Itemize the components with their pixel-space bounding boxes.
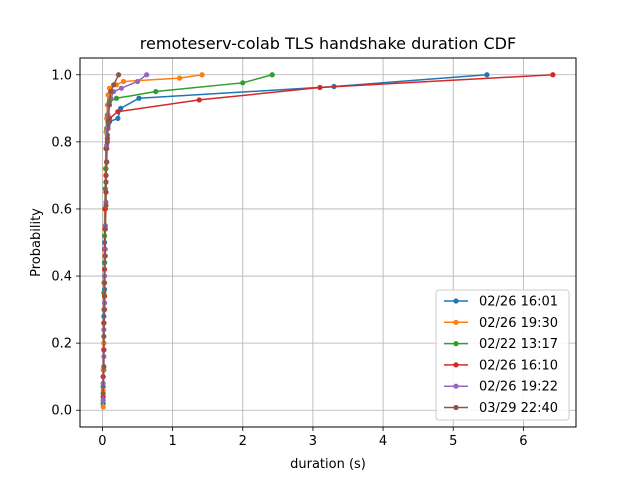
data-point — [103, 203, 109, 209]
data-point — [108, 88, 114, 95]
data-point — [136, 95, 142, 101]
data-point — [115, 72, 122, 78]
legend-marker — [453, 404, 459, 411]
data-point — [103, 179, 109, 185]
x-tick-label: 3 — [309, 434, 317, 449]
data-point — [101, 306, 108, 313]
legend-item: 02/26 16:01 — [444, 295, 558, 310]
x-tick-label: 5 — [449, 434, 457, 449]
data-point — [550, 72, 556, 78]
data-point — [104, 159, 110, 165]
legend-label: 02/26 19:22 — [479, 380, 558, 395]
x-tick-label: 6 — [519, 434, 527, 449]
data-point — [484, 72, 490, 78]
legend-marker — [453, 319, 459, 325]
y-tick-label: 0.0 — [51, 404, 72, 419]
series-5 — [100, 72, 122, 397]
legend-frame — [435, 289, 570, 421]
data-point — [153, 88, 159, 95]
legend-label: 02/26 16:01 — [479, 295, 558, 310]
data-point — [102, 226, 108, 232]
grid-layer — [80, 58, 576, 427]
data-point — [113, 95, 120, 101]
legend-label: 02/26 16:10 — [479, 358, 558, 373]
chart-title: remoteserv-colab TLS handshake duration … — [140, 34, 516, 53]
legend-item: 02/26 19:22 — [444, 380, 558, 395]
y-tick-label: 0.6 — [51, 202, 72, 217]
data-point — [106, 102, 113, 108]
plot-frame — [79, 57, 577, 428]
legend-item: 03/29 22:40 — [444, 401, 558, 416]
legend-marker — [453, 341, 459, 347]
data-point — [105, 119, 111, 125]
data-point — [100, 404, 106, 410]
legend-marker — [453, 362, 459, 368]
y-tick-label: 0.2 — [51, 337, 72, 352]
data-point — [317, 84, 323, 91]
data-point — [101, 280, 108, 286]
y-tick-label: 0.8 — [51, 135, 72, 150]
series-layer — [100, 72, 556, 410]
data-point — [177, 75, 183, 81]
legend-item: 02/26 16:10 — [444, 358, 558, 373]
data-point — [118, 85, 124, 91]
data-point — [100, 397, 106, 403]
x-axis-label: duration (s) — [290, 457, 366, 472]
data-point — [199, 72, 205, 78]
y-tick-label: 0.4 — [51, 270, 72, 285]
legend-label: 02/26 19:30 — [479, 316, 558, 331]
data-point — [102, 253, 108, 259]
data-point — [269, 72, 275, 78]
data-point — [196, 97, 202, 103]
tick-layer: 0 1 2 3 4 5 6 0.0 0.2 0.4 0.6 0.8 1.0 — [51, 68, 527, 449]
legend-marker — [453, 383, 459, 389]
data-point — [101, 333, 107, 340]
x-tick-label: 2 — [239, 434, 247, 449]
data-point — [134, 78, 141, 85]
x-tick-label: 1 — [168, 434, 176, 449]
data-point — [240, 80, 246, 86]
data-point — [104, 139, 110, 145]
y-axis-label: Probability — [29, 208, 44, 277]
legend-item: 02/26 19:30 — [444, 316, 558, 331]
data-point — [115, 115, 121, 121]
legend-marker — [453, 298, 459, 304]
legend-label: 02/22 13:17 — [479, 337, 558, 352]
legend-label: 03/29 22:40 — [479, 401, 558, 416]
series-line — [102, 74, 120, 394]
data-point — [144, 72, 150, 78]
data-point — [111, 82, 117, 88]
x-tick-label: 4 — [379, 434, 387, 449]
data-point — [120, 78, 127, 85]
y-tick-label: 1.0 — [51, 68, 72, 83]
data-point — [115, 109, 121, 115]
legend: 02/26 16:01 02/26 19:30 02/22 13:17 02/26 1… — [435, 289, 570, 421]
x-tick-label: 0 — [98, 434, 106, 449]
legend-item: 02/22 13:17 — [444, 337, 558, 352]
data-point — [100, 390, 106, 397]
data-point — [101, 364, 107, 370]
